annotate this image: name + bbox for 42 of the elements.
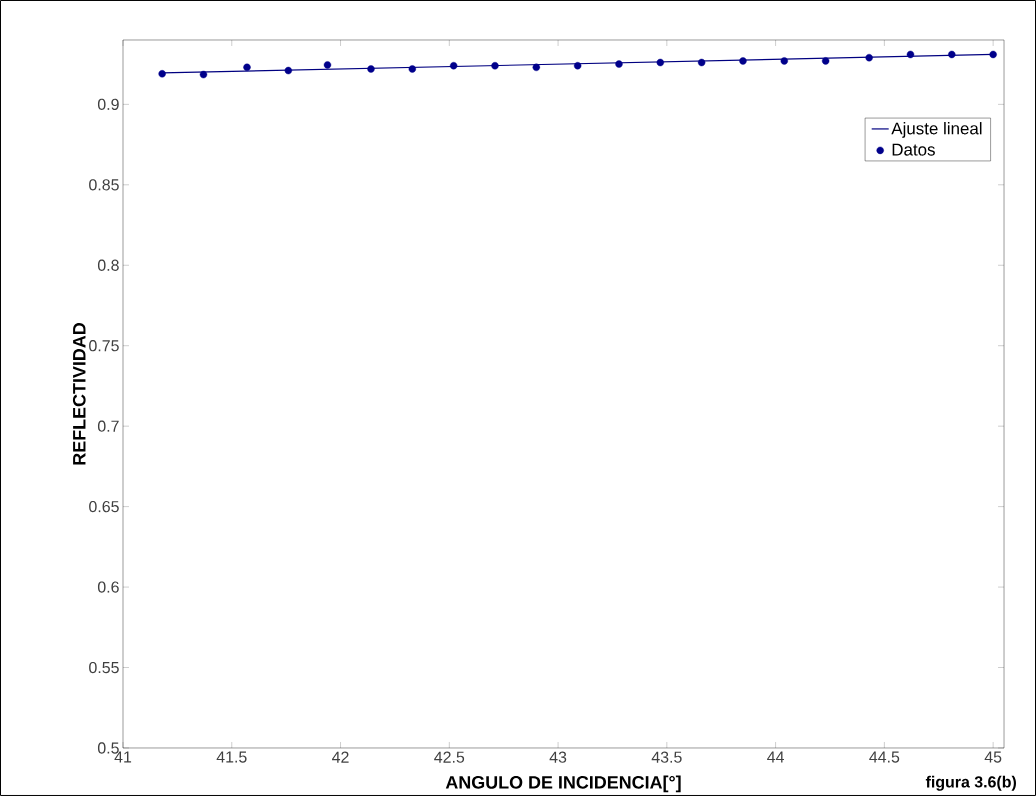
x-tick-label: 44.5 [869, 751, 900, 763]
point [158, 70, 166, 78]
point [821, 57, 830, 65]
x-tick-label: 41.5 [216, 751, 247, 763]
point [323, 61, 332, 69]
point [865, 53, 873, 62]
point [491, 62, 499, 70]
point [656, 58, 665, 67]
text: figura 3.6(b) [925, 775, 1016, 791]
x-tick-label: 43.5 [651, 751, 682, 763]
legend-label: Ajuste lineal [891, 122, 982, 138]
legend-label: Datos [892, 143, 935, 156]
x-tick-label: 42.5 [434, 751, 465, 763]
point [199, 70, 208, 79]
point [243, 63, 251, 72]
y-tick-label: 0.9 [97, 98, 119, 110]
point [284, 66, 293, 75]
point [948, 50, 956, 59]
x-tick-label: 43 [549, 751, 567, 763]
y-tick-label: 0.7 [97, 420, 119, 432]
y-tick-label: 0.8 [97, 259, 119, 271]
y-tick-label: 0.6 [97, 581, 119, 593]
point [697, 58, 706, 67]
point [906, 50, 915, 59]
y-tick-label: 0.65 [89, 500, 119, 513]
y-tick-label: 0.55 [89, 661, 119, 674]
point [739, 57, 747, 65]
point [573, 62, 582, 70]
x-tick-label: 44 [767, 751, 784, 763]
y-tick-label: 0.75 [89, 340, 119, 352]
point [780, 57, 789, 65]
point [615, 60, 623, 68]
y-axis-title: REFLECTIVIDAD [72, 323, 86, 465]
x-axis-title: ANGULO DE INCIDENCIA[°] [445, 775, 681, 793]
point [408, 65, 417, 73]
point [532, 63, 541, 72]
point [989, 50, 997, 59]
y-tick-label: 0.85 [89, 179, 119, 191]
x-tick-label: 45 [984, 751, 1002, 763]
x-tick-label: 42 [332, 751, 349, 763]
point [367, 65, 375, 73]
point [449, 62, 458, 70]
